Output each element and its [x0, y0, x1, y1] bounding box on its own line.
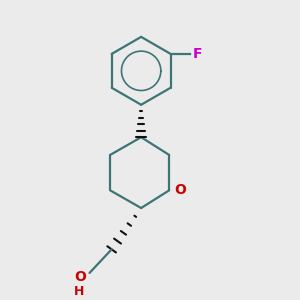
Text: O: O	[175, 183, 186, 197]
Text: H: H	[74, 285, 84, 298]
Text: F: F	[193, 47, 202, 61]
Text: O: O	[75, 270, 87, 284]
